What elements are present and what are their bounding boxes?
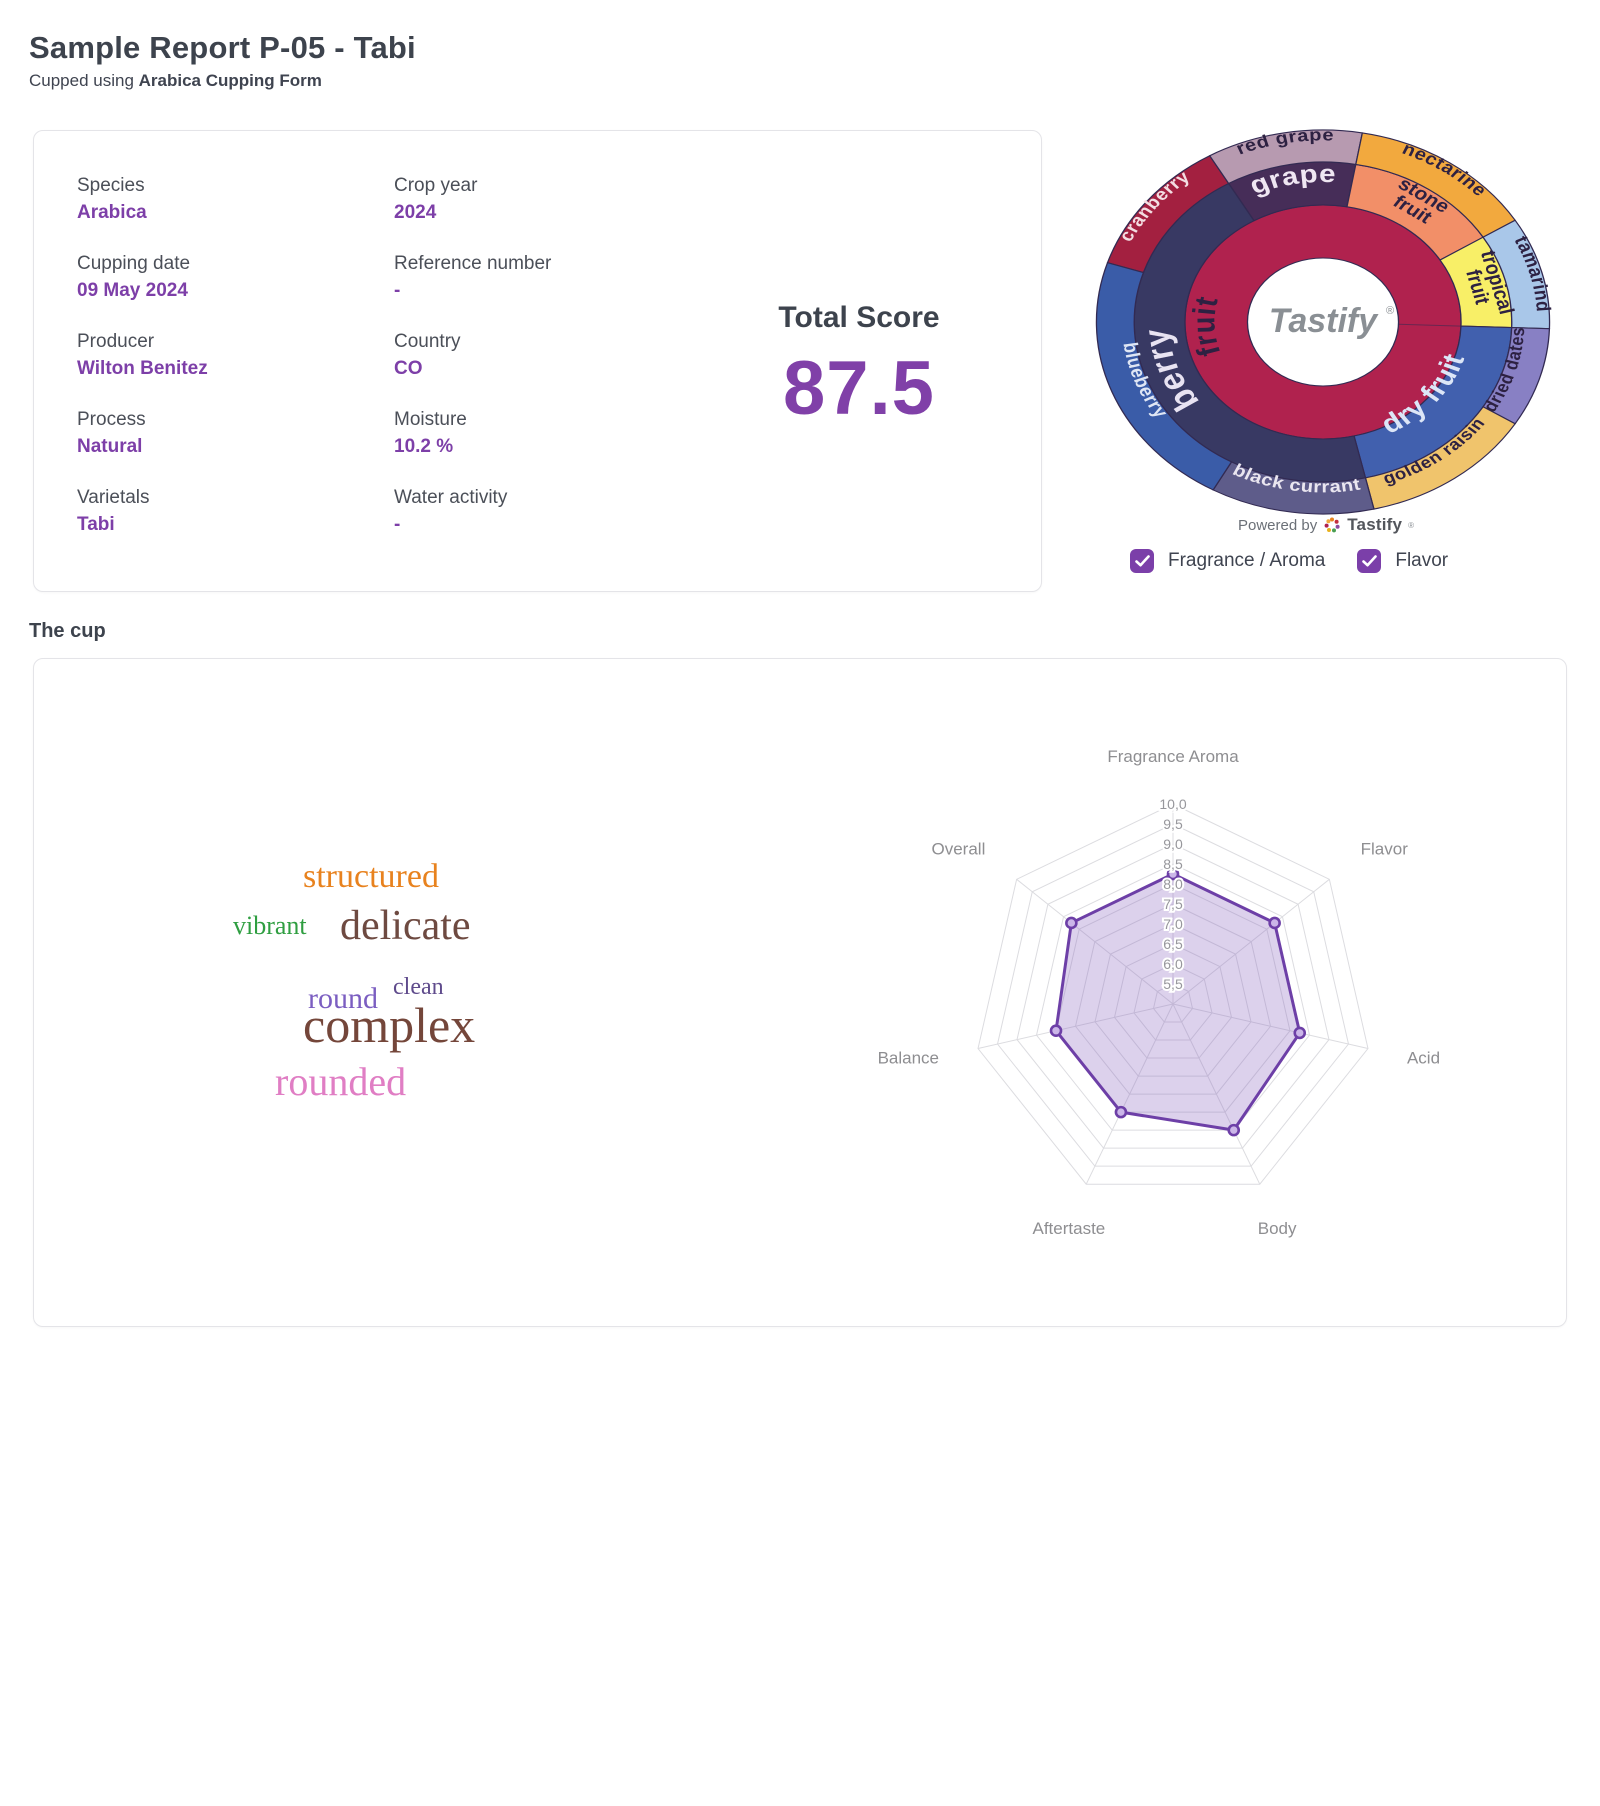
fragrance-aroma-checkbox[interactable] <box>1130 549 1154 573</box>
field-value: - <box>394 280 401 301</box>
svg-text:7,5: 7,5 <box>1163 896 1183 912</box>
field-label: Species <box>77 175 145 196</box>
field-reference-number: Reference number - <box>394 251 724 329</box>
flavor-checkbox-label: Flavor <box>1395 550 1449 571</box>
field-country: Country CO <box>394 329 724 407</box>
cloud-word: delicate <box>340 903 471 949</box>
svg-text:7,0: 7,0 <box>1163 916 1183 932</box>
cup-card <box>33 658 1567 1327</box>
svg-text:8,5: 8,5 <box>1163 856 1183 872</box>
cloud-word: rounded <box>275 1059 407 1104</box>
field-moisture: Moisture 10.2 % <box>394 407 724 485</box>
svg-text:Aftertaste: Aftertaste <box>1032 1219 1105 1238</box>
field-label: Cupping date <box>77 253 191 274</box>
cloud-word: clean <box>393 974 444 1000</box>
field-value: Wilton Benitez <box>77 358 208 379</box>
field-species: Species Arabica <box>77 173 394 251</box>
wheel-layer-toggles: Fragrance / Aroma Flavor <box>1130 549 1466 573</box>
sample-fields: Species Arabica Crop year 2024 Cupping d… <box>77 173 724 563</box>
field-producer: Producer Wilton Benitez <box>77 329 394 407</box>
field-label: Water activity <box>394 487 508 508</box>
registered-mark: ® <box>1408 520 1415 530</box>
total-score-value: 87.5 <box>783 346 935 431</box>
cloud-word: round <box>308 982 378 1015</box>
svg-text:6,0: 6,0 <box>1163 956 1183 972</box>
field-label: Reference number <box>394 253 552 274</box>
svg-text:Body: Body <box>1258 1219 1297 1238</box>
field-label: Producer <box>77 331 155 352</box>
cloud-word: vibrant <box>233 911 307 940</box>
total-score-block: Total Score 87.5 <box>719 301 999 429</box>
field-cupping-date: Cupping date 09 May 2024 <box>77 251 394 329</box>
page-title: Sample Report P-05 - Tabi <box>29 30 416 65</box>
field-water-activity: Water activity - <box>394 485 724 563</box>
checkmark-icon <box>1134 555 1150 567</box>
sample-info-card: Species Arabica Crop year 2024 Cupping d… <box>33 130 1042 721</box>
field-label: Varietals <box>77 487 150 508</box>
field-varietals: Varietals Tabi <box>77 485 394 563</box>
field-value: CO <box>394 358 423 379</box>
cup-scores-radar: 10,0 9,5 9,0 8,5 8,0 7,5 7,0 6,5 6,0 5,5 Fragrance… <box>740 640 1458 1280</box>
field-label: Moisture <box>394 409 467 430</box>
total-score-label: Total Score <box>778 301 940 334</box>
field-crop-year: Crop year 2024 <box>394 173 724 251</box>
field-value: - <box>394 514 401 535</box>
field-label: Process <box>77 409 146 430</box>
svg-text:®: ® <box>1386 305 1394 317</box>
svg-text:9,0: 9,0 <box>1163 836 1183 852</box>
svg-text:10,0: 10,0 <box>1159 796 1186 812</box>
svg-text:8,0: 8,0 <box>1163 876 1183 892</box>
field-label: Country <box>394 331 461 352</box>
svg-text:Acidity: Acidity <box>1407 1048 1440 1067</box>
field-value: Tabi <box>77 514 115 535</box>
fragrance-aroma-checkbox-label: Fragrance / Aroma <box>1168 550 1326 571</box>
field-label: Crop year <box>394 175 478 196</box>
field-process: Process Natural <box>77 407 394 485</box>
powered-by-tastify-wheel: Powered by Tastify ® <box>1238 515 1414 535</box>
cloud-word: structured <box>303 858 439 895</box>
svg-text:Overall: Overall <box>932 839 986 858</box>
flavor-wheel: grape stonefruit tropicalfruit dry fruit ber… <box>1083 118 1563 528</box>
svg-text:6,5: 6,5 <box>1163 936 1183 952</box>
tastify-brand-text: Tastify <box>1347 515 1403 534</box>
svg-text:9,5: 9,5 <box>1163 816 1183 832</box>
field-value: Arabica <box>77 202 147 223</box>
svg-text:Flavor: Flavor <box>1361 839 1409 858</box>
radar-chart-svg: 10,0 9,5 9,0 8,5 8,0 7,5 7,0 6,5 6,0 5,5 Fragrance… <box>878 747 1458 1238</box>
section-title-the-cup: The cup <box>29 620 106 642</box>
cupping-form-name: Arabica Cupping Form <box>138 71 322 90</box>
svg-text:5,5: 5,5 <box>1163 976 1183 992</box>
field-value: 2024 <box>394 202 437 223</box>
subtitle-prefix: Cupped using <box>29 71 139 90</box>
tastify-logo-icon <box>1324 517 1340 533</box>
page-subtitle: Cupped using Arabica Cupping Form <box>29 71 322 91</box>
svg-text:Tastify: Tastify <box>1269 302 1379 340</box>
flavor-checkbox[interactable] <box>1357 549 1382 573</box>
field-value: 10.2 % <box>394 436 454 457</box>
field-value: Natural <box>77 436 143 457</box>
field-value: 09 May 2024 <box>77 280 188 301</box>
checkmark-icon <box>1362 555 1377 567</box>
cloud-word: complex <box>303 997 476 1053</box>
svg-text:Balance: Balance <box>878 1048 939 1067</box>
powered-by-text: Powered by <box>1238 516 1318 534</box>
svg-text:Fragrance Aroma: Fragrance Aroma <box>1107 747 1239 766</box>
